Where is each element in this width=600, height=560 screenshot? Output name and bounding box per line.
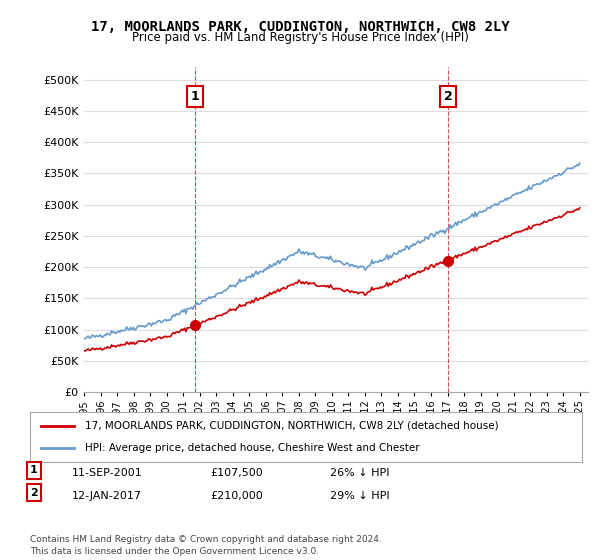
Text: HPI: Average price, detached house, Cheshire West and Chester: HPI: Average price, detached house, Ches… <box>85 443 420 453</box>
Text: 1: 1 <box>190 90 199 103</box>
Text: 17, MOORLANDS PARK, CUDDINGTON, NORTHWICH, CW8 2LY: 17, MOORLANDS PARK, CUDDINGTON, NORTHWIC… <box>91 20 509 34</box>
Text: Contains HM Land Registry data © Crown copyright and database right 2024.
This d: Contains HM Land Registry data © Crown c… <box>30 535 382 556</box>
Text: 1: 1 <box>30 465 38 475</box>
Text: 2: 2 <box>444 90 452 103</box>
Text: 29% ↓ HPI: 29% ↓ HPI <box>330 491 389 501</box>
Text: 11-SEP-2001: 11-SEP-2001 <box>72 468 143 478</box>
Text: 17, MOORLANDS PARK, CUDDINGTON, NORTHWICH, CW8 2LY (detached house): 17, MOORLANDS PARK, CUDDINGTON, NORTHWIC… <box>85 421 499 431</box>
Text: £107,500: £107,500 <box>210 468 263 478</box>
Text: 12-JAN-2017: 12-JAN-2017 <box>72 491 142 501</box>
Text: 26% ↓ HPI: 26% ↓ HPI <box>330 468 389 478</box>
Text: Price paid vs. HM Land Registry's House Price Index (HPI): Price paid vs. HM Land Registry's House … <box>131 31 469 44</box>
Text: £210,000: £210,000 <box>210 491 263 501</box>
Text: 2: 2 <box>30 488 38 498</box>
